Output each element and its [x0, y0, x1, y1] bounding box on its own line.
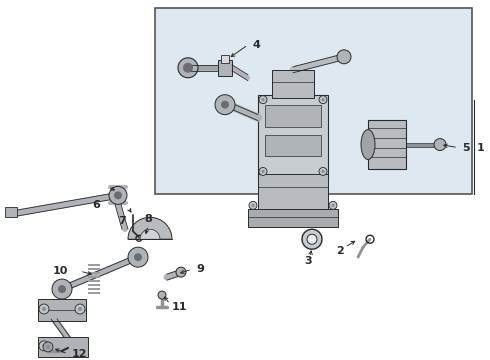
- Circle shape: [176, 267, 186, 277]
- Bar: [88, 272, 100, 274]
- Bar: [88, 284, 100, 286]
- Circle shape: [78, 307, 82, 311]
- Text: 5: 5: [462, 143, 469, 153]
- Circle shape: [319, 167, 327, 175]
- Circle shape: [128, 247, 148, 267]
- Circle shape: [114, 192, 122, 199]
- Circle shape: [221, 101, 229, 109]
- Text: 3: 3: [304, 256, 312, 266]
- Text: 8: 8: [144, 214, 152, 224]
- Bar: [265, 105, 321, 127]
- Bar: [38, 337, 88, 357]
- Bar: [265, 135, 321, 157]
- Circle shape: [158, 291, 166, 299]
- Bar: [258, 175, 328, 214]
- Circle shape: [178, 58, 198, 78]
- Bar: [88, 264, 100, 266]
- Circle shape: [46, 345, 50, 349]
- Bar: [218, 60, 232, 76]
- Circle shape: [261, 170, 265, 173]
- Ellipse shape: [361, 130, 375, 159]
- Circle shape: [259, 96, 267, 104]
- Text: 9: 9: [196, 264, 204, 274]
- Text: 6: 6: [92, 201, 100, 210]
- Bar: [221, 55, 229, 63]
- Circle shape: [331, 204, 335, 207]
- Wedge shape: [140, 229, 160, 239]
- Text: 7: 7: [118, 216, 126, 226]
- Circle shape: [249, 201, 257, 209]
- Circle shape: [215, 95, 235, 114]
- Circle shape: [58, 285, 66, 293]
- Circle shape: [134, 253, 142, 261]
- Text: 10: 10: [52, 266, 68, 276]
- Bar: [272, 70, 314, 98]
- Circle shape: [329, 201, 337, 209]
- Circle shape: [261, 98, 265, 101]
- Text: 11: 11: [172, 302, 188, 312]
- Circle shape: [307, 234, 317, 244]
- Text: 1: 1: [477, 143, 485, 153]
- Circle shape: [259, 167, 267, 175]
- Circle shape: [43, 342, 53, 352]
- Bar: [5, 207, 17, 217]
- Bar: [248, 209, 338, 227]
- Bar: [368, 120, 406, 170]
- Circle shape: [39, 304, 49, 314]
- Circle shape: [321, 170, 324, 173]
- Circle shape: [319, 96, 327, 104]
- Circle shape: [183, 63, 193, 73]
- Bar: [88, 280, 100, 282]
- Circle shape: [42, 307, 46, 311]
- Text: 12: 12: [72, 349, 88, 359]
- Bar: [88, 288, 100, 290]
- Circle shape: [251, 204, 255, 207]
- Bar: [88, 268, 100, 270]
- Circle shape: [434, 139, 446, 150]
- Circle shape: [337, 50, 351, 64]
- Bar: [155, 8, 472, 194]
- Circle shape: [39, 341, 49, 351]
- Bar: [88, 276, 100, 278]
- Circle shape: [109, 186, 127, 204]
- Circle shape: [42, 344, 46, 348]
- Circle shape: [302, 229, 322, 249]
- Bar: [38, 299, 86, 321]
- Circle shape: [75, 304, 85, 314]
- Bar: [258, 95, 328, 179]
- Circle shape: [321, 98, 324, 101]
- Text: 4: 4: [252, 40, 260, 50]
- Circle shape: [52, 279, 72, 299]
- Wedge shape: [128, 217, 172, 239]
- Text: 2: 2: [336, 246, 344, 256]
- Bar: [88, 292, 100, 294]
